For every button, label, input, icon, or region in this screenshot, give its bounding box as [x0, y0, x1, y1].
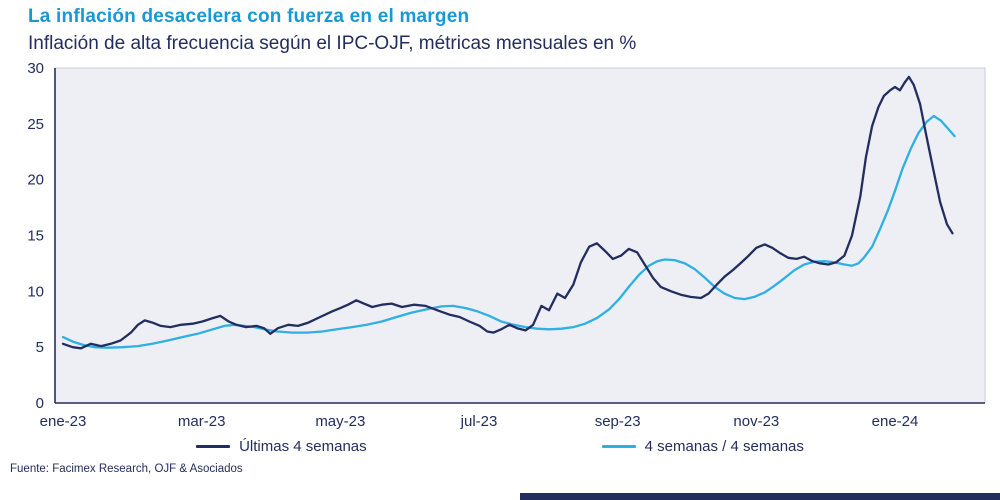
chart-panel — [54, 67, 986, 404]
source-note: Fuente: Facimex Research, OJF & Asociado… — [10, 463, 243, 475]
legend-label-ultimas-4-semanas: Últimas 4 semanas — [239, 438, 367, 455]
legend-swatch-blue-line — [601, 445, 636, 448]
y-axis-tick-label: 25 — [27, 116, 44, 133]
y-axis-tick-label: 10 — [27, 283, 44, 300]
y-axis-tick-label: 5 — [36, 339, 44, 356]
x-axis-tick-label: sep-23 — [595, 413, 641, 430]
x-axis-tick-label: nov-23 — [733, 413, 779, 430]
x-axis-tick-label: ene-23 — [40, 413, 87, 430]
legend-item-4-semanas-4-semanas: 4 semanas / 4 semanas — [601, 438, 804, 455]
page-title: La inflación desacelera con fuerza en el… — [28, 6, 470, 27]
legend-label-4-semanas-4-semanas: 4 semanas / 4 semanas — [644, 438, 804, 455]
y-axis-tick-label: 0 — [36, 395, 44, 412]
y-axis-tick-label: 15 — [27, 228, 44, 245]
series-line--ltimas-4-semanas — [61, 75, 954, 350]
x-axis-tick-label: may-23 — [315, 413, 365, 430]
chart-svg: 0 5 10 15 20 25 30 ene-23 mar-23 may-23 jul-23 sep-… — [27, 60, 986, 430]
legend-item-ultimas-4-semanas: Últimas 4 semanas — [196, 438, 367, 455]
x-axis-tick-label: ene-24 — [872, 413, 919, 430]
x-axis-tick-label: mar-23 — [178, 413, 226, 430]
legend-swatch-navy-line — [196, 445, 231, 448]
chart-legend: Últimas 4 semanas 4 semanas / 4 semanas — [0, 438, 1000, 455]
x-axis-tick-label: jul-23 — [460, 413, 498, 430]
y-axis-tick-label: 30 — [27, 60, 44, 77]
y-axis-tick-label: 20 — [27, 172, 44, 189]
page-subtitle: Inflación de alta frecuencia según el IP… — [28, 33, 637, 54]
bottom-accent-bar — [520, 493, 1000, 500]
